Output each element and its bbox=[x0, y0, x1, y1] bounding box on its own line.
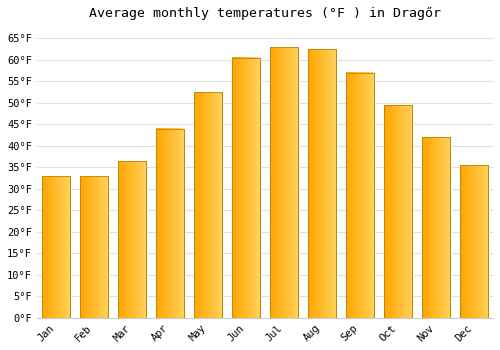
Bar bbox=[42, 176, 70, 318]
Bar bbox=[422, 137, 450, 318]
Bar bbox=[270, 47, 298, 318]
Bar bbox=[384, 105, 412, 318]
Bar bbox=[80, 176, 108, 318]
Bar bbox=[194, 92, 222, 318]
Bar bbox=[232, 58, 260, 318]
Bar bbox=[308, 49, 336, 318]
Bar bbox=[118, 161, 146, 318]
Bar bbox=[384, 105, 412, 318]
Bar bbox=[422, 137, 450, 318]
Bar bbox=[118, 161, 146, 318]
Bar bbox=[270, 47, 298, 318]
Bar bbox=[346, 73, 374, 318]
Title: Average monthly temperatures (°F ) in Dragőr: Average monthly temperatures (°F ) in Dr… bbox=[89, 7, 441, 20]
Bar bbox=[308, 49, 336, 318]
Bar bbox=[42, 176, 70, 318]
Bar bbox=[346, 73, 374, 318]
Bar bbox=[232, 58, 260, 318]
Bar bbox=[156, 129, 184, 318]
Bar bbox=[156, 129, 184, 318]
Bar bbox=[460, 165, 488, 318]
Bar bbox=[194, 92, 222, 318]
Bar bbox=[80, 176, 108, 318]
Bar bbox=[460, 165, 488, 318]
